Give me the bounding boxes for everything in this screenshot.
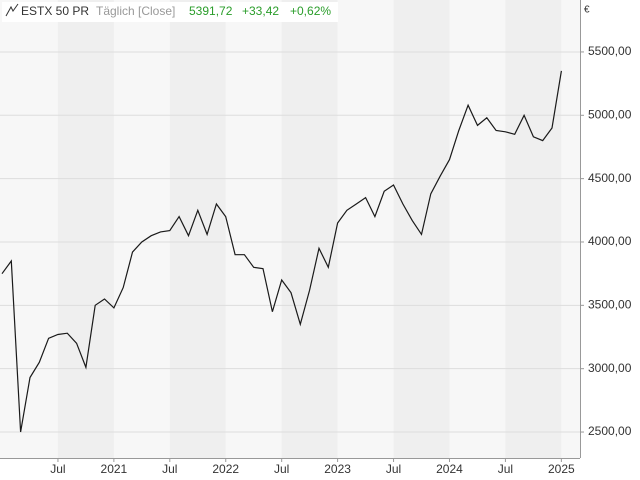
x-tick-label: 2025	[548, 462, 575, 476]
last-price: 5391,72	[189, 4, 233, 18]
x-tick-label: 2022	[212, 462, 239, 476]
x-tick-label: 2021	[101, 462, 128, 476]
x-tick-label: Jul	[162, 462, 177, 476]
y-tick-label: 2500,00	[588, 424, 632, 438]
x-tick-label: 2023	[324, 462, 351, 476]
time-band	[505, 0, 562, 458]
header-box	[2, 2, 338, 22]
price-line	[1, 70, 562, 433]
x-tick-label: 2024	[436, 462, 463, 476]
y-tick-label: 3000,00	[588, 361, 632, 375]
x-tick-label: Jul	[50, 462, 65, 476]
y-tick-label: 4500,00	[588, 171, 632, 185]
x-tick-label: Jul	[386, 462, 401, 476]
interval: Täglich [Close]	[96, 4, 175, 18]
time-band	[393, 0, 450, 458]
time-band	[337, 0, 394, 458]
time-band	[0, 0, 58, 458]
time-band	[281, 0, 338, 458]
y-tick-label: 3500,00	[588, 298, 632, 312]
y-tick-label: 4000,00	[588, 234, 632, 248]
x-tick-label: Jul	[498, 462, 513, 476]
price-change: +33,42	[242, 4, 279, 18]
y-tick-label: 5000,00	[588, 107, 632, 121]
time-band	[561, 0, 580, 458]
time-band	[225, 0, 282, 458]
price-change-pct: +0,62%	[290, 4, 331, 18]
time-band	[57, 0, 114, 458]
currency: €	[584, 5, 590, 16]
time-band	[449, 0, 506, 458]
time-band	[169, 0, 226, 458]
line-icon	[5, 3, 19, 17]
y-tick-label: 5500,00	[588, 44, 632, 58]
x-tick-label: Jul	[274, 462, 289, 476]
time-band	[113, 0, 170, 458]
symbol: ESTX 50 PR	[21, 4, 89, 18]
